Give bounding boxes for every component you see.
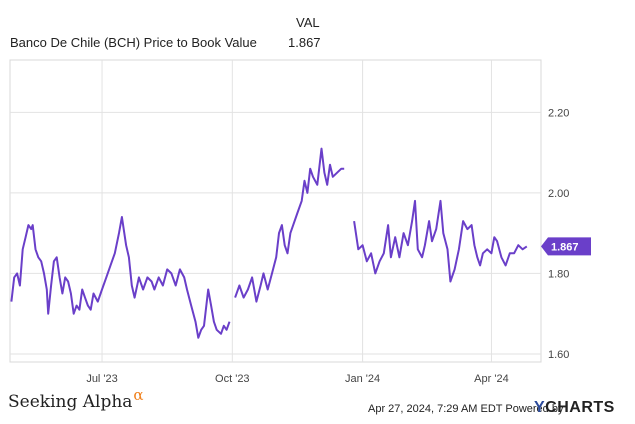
ycharts-logo: YCHARTS — [534, 399, 615, 417]
alpha-mark-icon: α — [133, 386, 144, 404]
end-value-tag — [541, 237, 591, 256]
x-tick-label: Jul '23 — [86, 373, 117, 385]
series-lines — [10, 147, 528, 339]
y-tick-label: 2.00 — [548, 188, 569, 200]
x-tick-label: Apr '24 — [474, 373, 509, 385]
timestamp-text: Apr 27, 2024, 7:29 AM EDT Powered by — [368, 403, 564, 415]
series-line — [10, 147, 528, 339]
y-axis-ticks: 1.60 1.80 2.00 2.20 — [548, 107, 569, 361]
end-value-text: 1.867 — [551, 241, 579, 253]
ycharts-wordmark: CHARTS — [545, 399, 615, 416]
plot-area — [9, 59, 542, 363]
brand-name: Seeking Alpha — [8, 392, 133, 412]
y-tick-label: 1.60 — [548, 349, 569, 361]
y-tick-label: 2.20 — [548, 107, 569, 119]
x-tick-label: Jan '24 — [345, 373, 380, 385]
x-axis-ticks: Jul '23 Oct '23 Jan '24 Apr '24 — [86, 373, 508, 385]
end-value-label: 1.867 — [541, 237, 591, 256]
seeking-alpha-logo: Seeking Alphaα — [8, 386, 144, 412]
y-tick-label: 1.80 — [548, 268, 569, 280]
legend-current-value: 1.867 — [288, 35, 321, 50]
ycharts-y-mark: Y — [534, 399, 546, 416]
legend-column-header: VAL — [296, 15, 320, 30]
legend-series-label: Banco De Chile (BCH) Price to Book Value — [10, 35, 257, 50]
gridlines — [10, 60, 541, 362]
x-tick-label: Oct '23 — [215, 373, 250, 385]
